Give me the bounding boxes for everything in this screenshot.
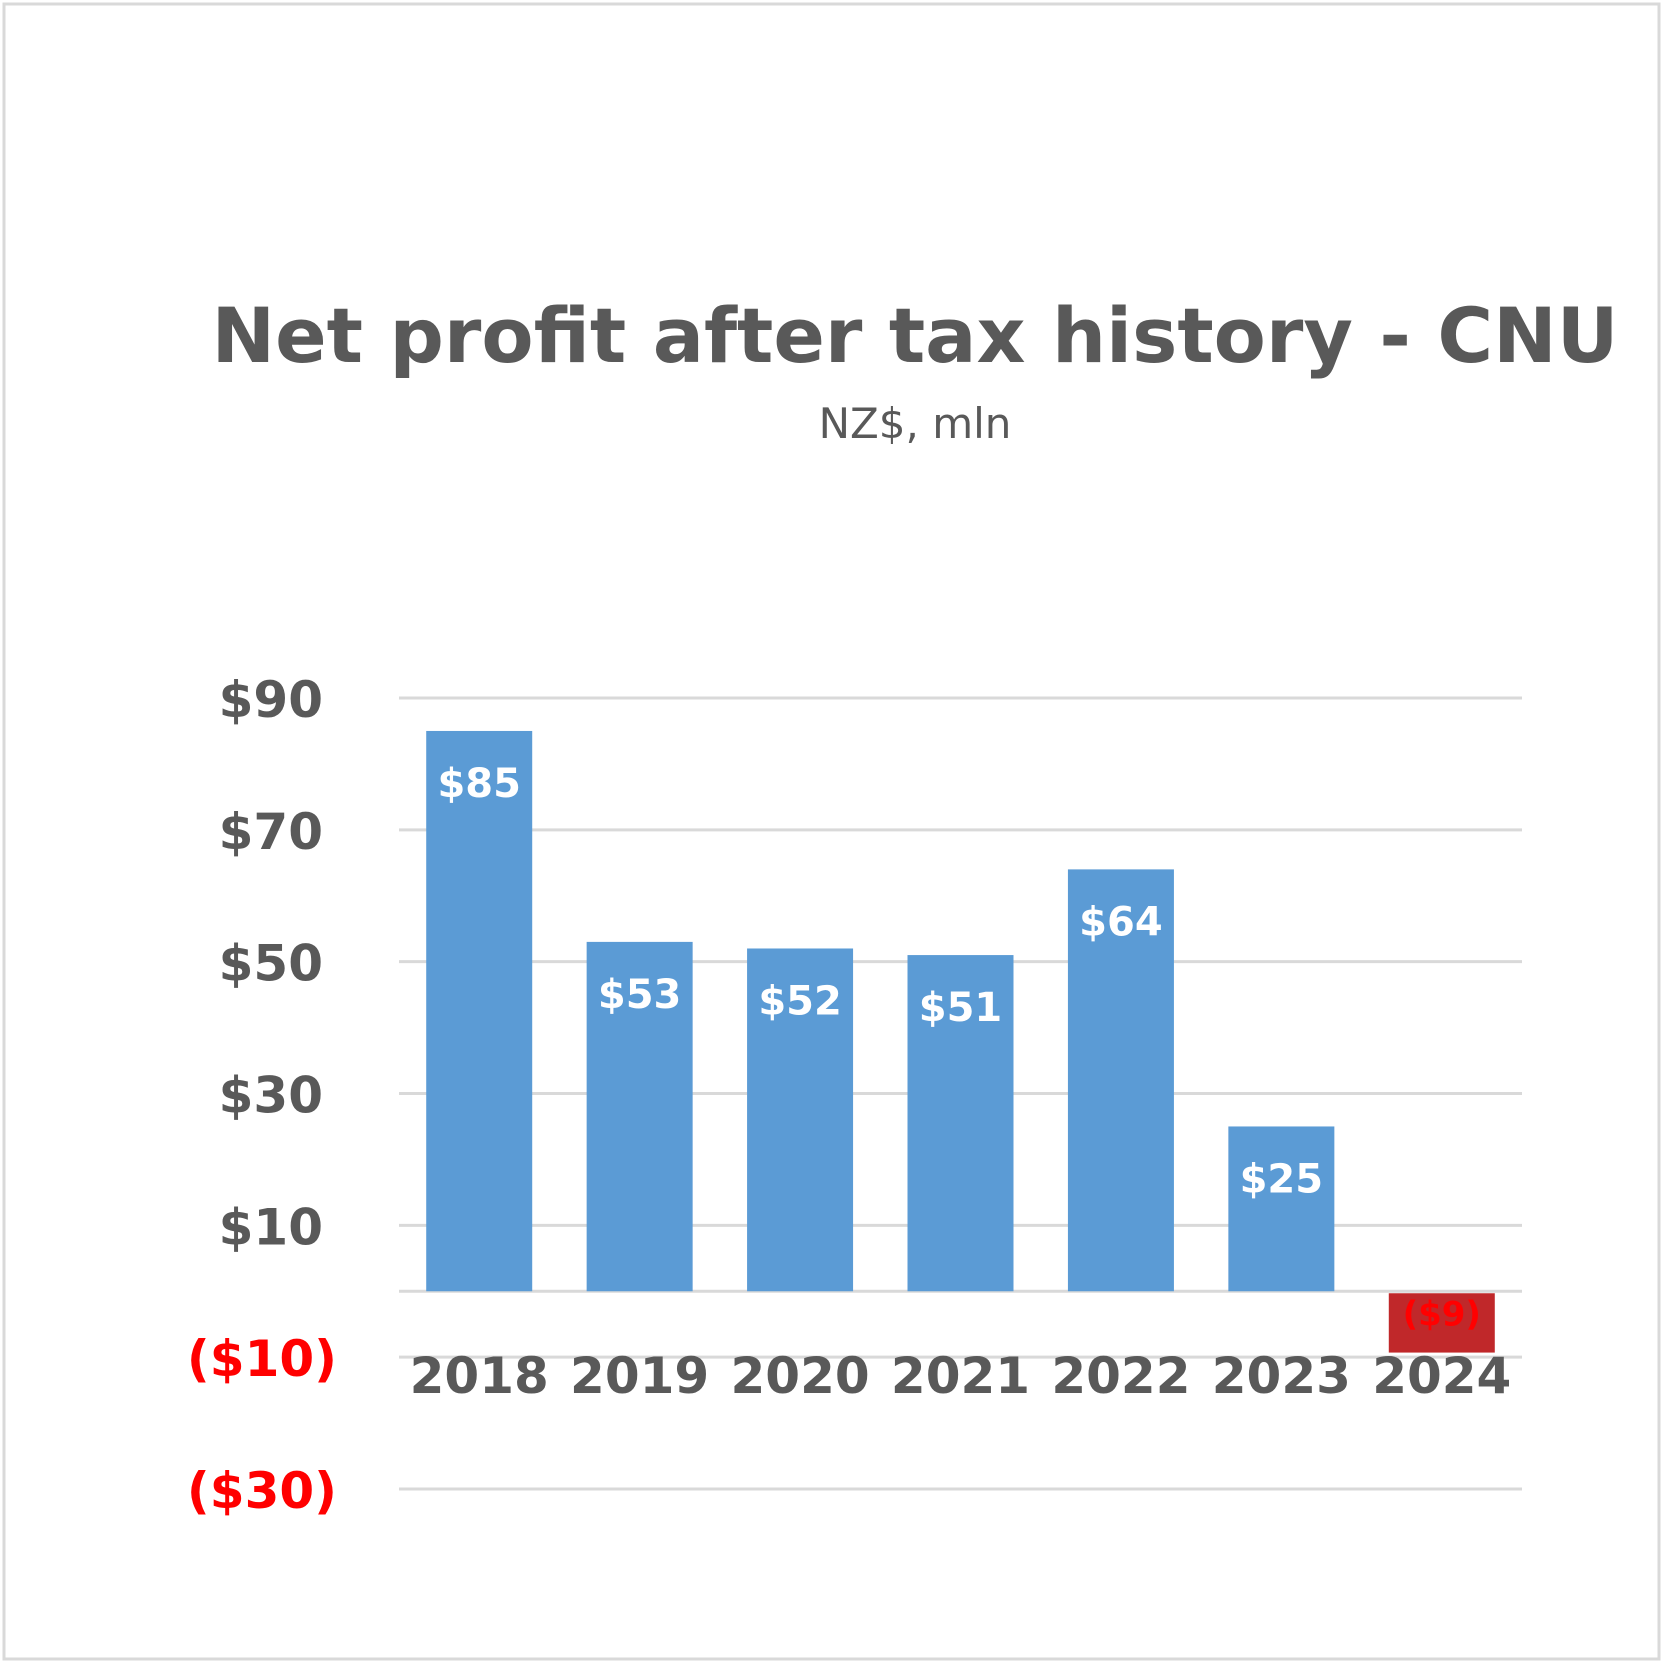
bar-2022 [1067, 869, 1174, 1292]
x-tick-label: 2022 [1051, 1347, 1190, 1405]
data-label: $25 [1240, 1156, 1324, 1202]
y-tick-label: $10 [219, 1198, 323, 1256]
y-tick-label: $30 [219, 1067, 323, 1125]
x-tick-label: 2018 [410, 1347, 549, 1405]
y-tick-label: $50 [219, 935, 323, 993]
y-tick-label: $70 [219, 803, 323, 861]
x-tick-label: 2020 [730, 1347, 869, 1405]
data-label: $64 [1079, 899, 1163, 945]
bar-2020 [747, 948, 854, 1292]
x-tick-label: 2019 [570, 1347, 709, 1405]
bar-2023 [1228, 1126, 1335, 1292]
y-tick-label: $90 [219, 671, 323, 729]
chart-title: Net profit after tax history - CNU [212, 291, 1619, 380]
data-label: $52 [758, 978, 842, 1024]
bar-2024 [1388, 1293, 1495, 1353]
bar-2021 [907, 955, 1014, 1292]
bar-2018 [426, 730, 533, 1292]
data-label: $53 [598, 972, 682, 1018]
x-tick-label: 2023 [1212, 1347, 1351, 1405]
data-label: $51 [919, 985, 1003, 1031]
bar-2019 [586, 941, 693, 1292]
x-tick-label: 2024 [1372, 1347, 1511, 1405]
data-label: $85 [437, 761, 521, 807]
chart-subtitle: NZ$, mln [819, 399, 1012, 448]
y-tick-label: ($30) [187, 1462, 337, 1520]
y-tick-label: ($10) [187, 1330, 337, 1388]
data-label: ($9) [1403, 1294, 1481, 1334]
x-tick-label: 2021 [891, 1347, 1030, 1405]
